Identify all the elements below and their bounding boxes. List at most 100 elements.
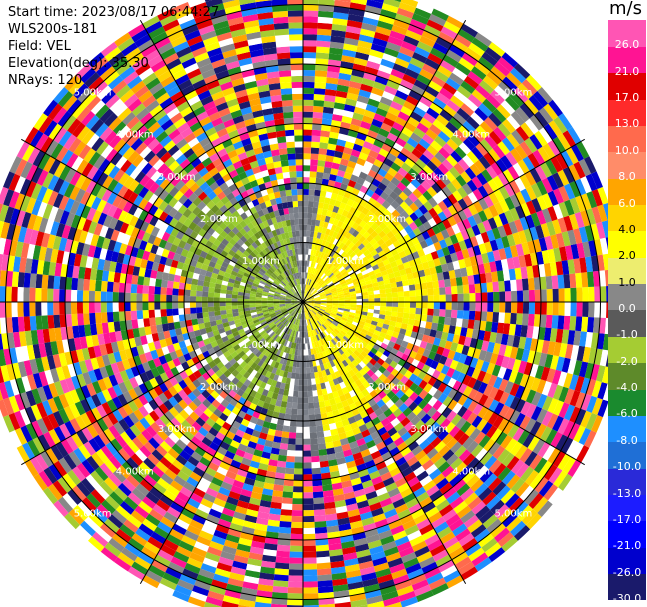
radar-ray xyxy=(303,302,506,562)
radar-ray xyxy=(238,302,303,607)
colorbar-tick-label: -26.0 xyxy=(612,565,642,579)
radar-ray xyxy=(303,63,531,302)
radar-ray xyxy=(303,186,609,302)
radar-ray xyxy=(100,42,303,302)
radar-ray xyxy=(303,113,573,302)
colorbar-segment xyxy=(608,204,646,232)
colorbar-tick-label: 1.0 xyxy=(618,275,636,289)
radar-ray xyxy=(303,15,464,302)
colorbar-tick-label: 13.0 xyxy=(614,117,640,131)
radar-ray xyxy=(303,0,351,302)
colorbar-tick-label: -4.0 xyxy=(616,381,638,395)
colorbar-segment xyxy=(608,46,646,74)
range-ring-label: 4.00km xyxy=(452,130,490,141)
radar-ray xyxy=(303,302,368,607)
range-ring-label: 4.00km xyxy=(116,466,154,477)
radar-ray xyxy=(303,302,582,477)
colorbar-segment xyxy=(608,362,646,390)
radar-ray xyxy=(88,302,303,552)
radar-ray xyxy=(303,0,402,302)
radar-ray xyxy=(287,0,303,302)
colorbar-unit-label: m/s xyxy=(609,0,642,19)
nrays-text: NRays: 120 xyxy=(8,73,83,88)
radar-ray xyxy=(16,302,303,463)
range-ring-label: 4.00km xyxy=(116,130,154,141)
radar-ray xyxy=(43,99,303,302)
range-ring-label: 5.00km xyxy=(494,88,532,99)
radar-ray xyxy=(157,302,303,596)
radar-ray xyxy=(303,99,563,302)
colorbar-tick-label: -10.0 xyxy=(612,460,642,474)
colorbar-segment xyxy=(608,573,646,601)
radar-ray xyxy=(303,74,542,302)
radar-ray xyxy=(157,8,303,302)
start-time-text: Start time: 2023/08/17 06:44:27 xyxy=(8,5,220,20)
radar-ray xyxy=(204,0,303,302)
radar-ray xyxy=(255,0,303,302)
elevation-text: Elevation(deg): 35.30 xyxy=(8,56,149,71)
radar-ray xyxy=(0,254,303,302)
colorbar-tick-label: -6.0 xyxy=(616,407,638,421)
radar-ray xyxy=(53,302,303,517)
colorbar-tick-label: -17.0 xyxy=(612,512,642,526)
radar-ray xyxy=(303,302,573,491)
radar-ray xyxy=(303,302,352,607)
range-ring-label: 3.00km xyxy=(410,424,448,435)
range-ring-label: 2.00km xyxy=(368,382,406,393)
radar-ray xyxy=(0,302,303,350)
radar-ray xyxy=(303,0,335,302)
radar-ray xyxy=(303,302,403,607)
radar-ray xyxy=(114,32,303,302)
radar-rays-layer xyxy=(0,0,625,607)
radar-ray xyxy=(303,302,614,402)
range-ring-label: 3.00km xyxy=(158,424,196,435)
radar-ray xyxy=(303,302,542,530)
colorbar-segment xyxy=(608,336,646,364)
radar-ray xyxy=(0,286,303,302)
radar-ray xyxy=(303,8,449,302)
colorbar-segment xyxy=(608,547,646,575)
radar-ray xyxy=(100,302,303,562)
colorbar-tick-label: -13.0 xyxy=(612,486,642,500)
radar-ray xyxy=(0,302,303,418)
field-text: Field: VEL xyxy=(8,39,71,54)
radar-ray xyxy=(0,186,303,302)
colorbar-segment xyxy=(608,151,646,179)
radar-ray xyxy=(303,32,492,302)
colorbar-segment xyxy=(608,494,646,522)
colorbar-segment xyxy=(608,389,646,416)
colorbar-tick-label: -2.0 xyxy=(616,354,638,368)
colorbar-tick-label: 10.0 xyxy=(614,143,640,157)
colorbar-segment xyxy=(608,468,646,496)
colorbar-segment xyxy=(608,415,646,443)
range-ring-label: 1.00km xyxy=(326,340,364,351)
colorbar-tick-label: 26.0 xyxy=(614,38,640,52)
radar-ray xyxy=(254,302,303,607)
colorbar-tick-label: 6.0 xyxy=(618,196,636,210)
radar-ray xyxy=(114,302,303,572)
radar-ray xyxy=(303,302,419,607)
radar-ray xyxy=(271,0,303,302)
radar-ray xyxy=(303,23,478,302)
radar-ray xyxy=(203,302,303,607)
radar-ray xyxy=(303,156,597,302)
metadata-panel: Start time: 2023/08/17 06:44:27 WLS200s-… xyxy=(8,4,219,89)
colorbar-segment xyxy=(608,441,646,469)
radar-ray xyxy=(187,0,303,302)
colorbar-tick-label: -30.0 xyxy=(612,592,642,605)
radar-ray xyxy=(303,302,319,607)
colorbar-segment xyxy=(608,230,646,258)
range-ring-label: 2.00km xyxy=(368,214,406,225)
radar-ray xyxy=(43,302,303,505)
colorbar-segment xyxy=(608,125,646,153)
radar-ray xyxy=(0,237,303,302)
colorbar-tick-label: 17.0 xyxy=(614,91,640,105)
radar-ray xyxy=(303,0,319,302)
radar-ray xyxy=(33,113,303,302)
radar-ray xyxy=(0,203,303,302)
range-ring-label: 4.00km xyxy=(452,466,490,477)
radar-ray xyxy=(0,220,303,302)
radar-ray xyxy=(0,270,303,302)
radar-ray xyxy=(303,127,582,302)
